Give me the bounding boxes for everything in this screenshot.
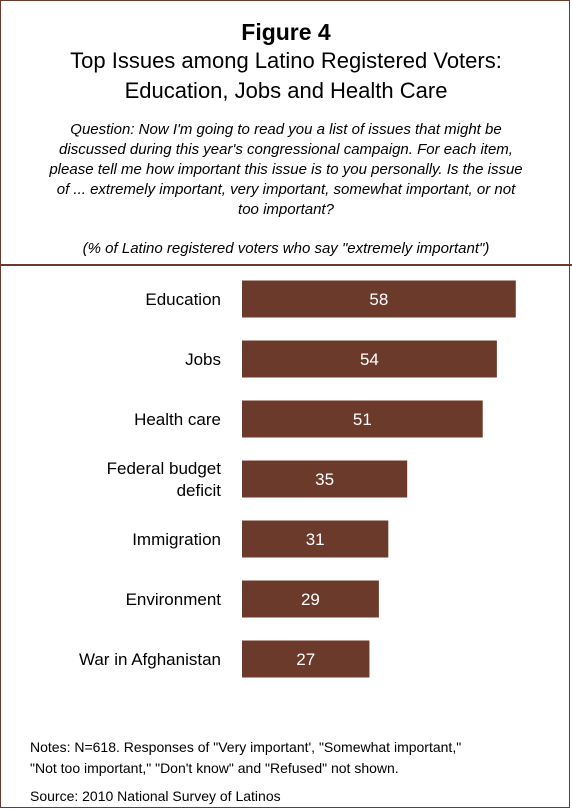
chart-notes: Notes: N=618. Responses of "Very importa…: [30, 737, 560, 779]
question-line-4: of ... extremely important, very importa…: [56, 181, 516, 198]
bar-value-label-1: 54: [360, 350, 379, 369]
bar-6: [242, 640, 370, 678]
bar-3: [242, 460, 408, 498]
category-label-4: Immigration: [132, 530, 221, 549]
category-label-0: Education: [145, 290, 221, 309]
category-label-5: Environment: [126, 590, 222, 609]
category-label-6: War in Afghanistan: [79, 650, 221, 669]
chart-subtitle: (% of Latino registered voters who say "…: [82, 240, 490, 257]
bar-2: [242, 400, 483, 438]
chart-source: Source: 2010 National Survey of Latinos: [30, 788, 281, 804]
survey-question: Question: Now I'm going to read you a li…: [10, 120, 562, 220]
category-label-1: Jobs: [185, 350, 221, 369]
bar-4: [242, 520, 389, 558]
header-divider: [0, 264, 572, 266]
question-line-1: Question: Now I'm going to read you a li…: [70, 121, 502, 138]
bar-chart: 58 Education 54 Jobs 51 Health care 35 Federal …: [79, 280, 516, 678]
bar-value-label-6: 27: [296, 650, 315, 669]
bar-value-label-2: 51: [353, 410, 372, 429]
question-line-2: discussed during this year's congression…: [59, 141, 513, 158]
question-line-5: too important?: [238, 201, 334, 218]
bar-value-label-5: 29: [301, 590, 320, 609]
category-label-3: Federal budget deficit: [107, 459, 222, 500]
chart-title-line-2: Education, Jobs and Health Care: [124, 78, 448, 103]
chart-title-line-1: Top Issues among Latino Registered Voter…: [70, 48, 502, 73]
bar-value-label-0: 58: [369, 290, 388, 309]
bar-1: [242, 340, 497, 378]
question-line-3: please tell me how important this issue …: [49, 161, 523, 178]
notes-line-1: Notes: N=618. Responses of "Very importa…: [30, 739, 462, 755]
figure-header: Figure 4 Top Issues among Latino Registe…: [0, 18, 572, 106]
bar-5: [242, 580, 379, 618]
notes-line-2: "Not too important," "Don't know" and "R…: [30, 760, 399, 776]
figure-label: Figure 4: [241, 19, 331, 45]
bar-0: [242, 280, 516, 318]
bar-value-label-3: 35: [315, 470, 334, 489]
category-label-2: Health care: [134, 410, 221, 429]
bar-value-label-4: 31: [306, 530, 325, 549]
